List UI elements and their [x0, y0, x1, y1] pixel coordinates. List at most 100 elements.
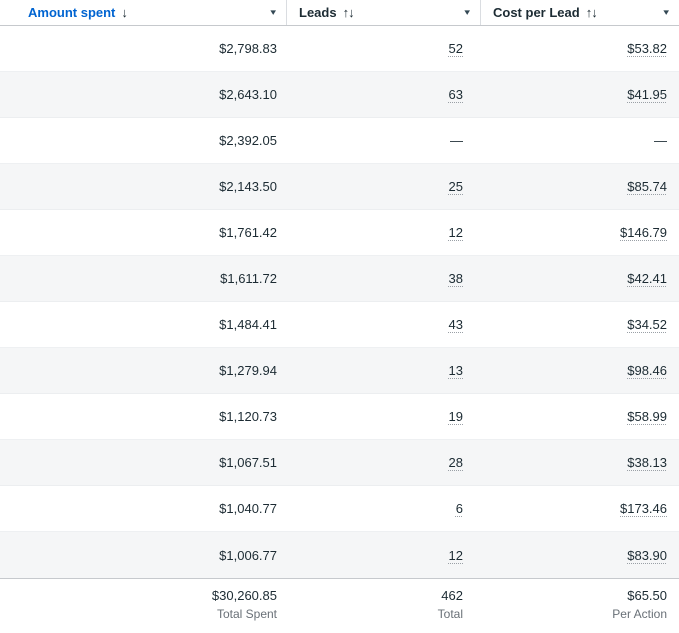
table-row: $2,143.50 25 $85.74	[0, 164, 679, 210]
total-leads-value: 462	[441, 588, 463, 603]
column-header-leads[interactable]: Leads ↑↓ ▾	[286, 0, 480, 25]
leads-value[interactable]: 25	[448, 179, 463, 194]
leads-value[interactable]: 12	[448, 547, 463, 563]
sort-descending-icon[interactable]: ↓	[121, 5, 127, 20]
amount-spent-value: $1,006.77	[219, 547, 277, 563]
leads-value[interactable]: 19	[448, 409, 463, 424]
amount-spent-cell: $1,120.73	[0, 409, 286, 424]
leads-cell: 38	[286, 271, 480, 286]
table-row: $1,611.72 38 $42.41	[0, 256, 679, 302]
amount-spent-value: $2,643.10	[219, 87, 277, 102]
cost-per-lead-value[interactable]: $34.52	[627, 317, 667, 332]
cost-per-lead-value[interactable]: $146.79	[620, 225, 667, 240]
leads-cell: 25	[286, 179, 480, 194]
total-leads-label: Total	[437, 607, 463, 621]
column-label-cost-per-lead: Cost per Lead	[493, 5, 580, 20]
amount-spent-value: $1,484.41	[219, 317, 277, 332]
amount-spent-value: $2,143.50	[219, 179, 277, 194]
leads-cell: 12	[286, 548, 480, 563]
table-row: $1,761.42 12 $146.79	[0, 210, 679, 256]
cost-per-lead-value[interactable]: $85.74	[627, 179, 667, 194]
leads-cell: 19	[286, 409, 480, 424]
cost-per-lead-cell: $34.52	[480, 317, 679, 332]
column-label-amount-spent: Amount spent	[28, 5, 116, 20]
cost-per-lead-value[interactable]: $41.95	[627, 87, 667, 102]
leads-value[interactable]: 28	[448, 455, 463, 470]
cost-per-lead-value: —	[654, 133, 667, 148]
table-row: $1,120.73 19 $58.99	[0, 394, 679, 440]
cost-per-lead-value[interactable]: $42.41	[627, 271, 667, 286]
table-row: $1,040.77 6 $173.46	[0, 486, 679, 532]
leads-cell: 12	[286, 225, 480, 240]
cost-per-lead-value[interactable]: $98.46	[627, 363, 667, 378]
cost-per-lead-cell: $38.13	[480, 455, 679, 470]
table-header-row: Amount spent ↓ ▾ Leads ↑↓ ▾ Cost per Lea…	[0, 0, 679, 26]
cost-per-lead-value[interactable]: $173.46	[620, 501, 667, 516]
leads-cell: 13	[286, 363, 480, 378]
leads-value[interactable]: 52	[448, 41, 463, 56]
total-leads-cell: 462 Total	[286, 588, 480, 633]
total-amount-spent-label: Total Spent	[216, 607, 277, 621]
cost-per-lead-cell: $58.99	[480, 409, 679, 424]
amount-spent-value: $1,611.72	[220, 271, 277, 286]
cost-per-lead-cell: $146.79	[480, 225, 679, 240]
amount-spent-cell: $1,006.77	[0, 548, 286, 563]
leads-cell: 63	[286, 87, 480, 102]
cost-per-lead-value[interactable]: $58.99	[627, 409, 667, 424]
table-row: $1,484.41 43 $34.52	[0, 302, 679, 348]
leads-value[interactable]: 38	[448, 271, 463, 286]
cost-per-lead-cell: $85.74	[480, 179, 679, 194]
amount-spent-value: $1,067.51	[219, 455, 277, 470]
cost-per-lead-value[interactable]: $83.90	[627, 547, 667, 563]
amount-spent-cell: $1,067.51	[0, 455, 286, 470]
chevron-down-icon[interactable]: ▾	[464, 7, 471, 17]
cost-per-lead-cell: —	[480, 133, 679, 148]
chevron-down-icon[interactable]: ▾	[270, 7, 277, 17]
table-row: $2,798.83 52 $53.82	[0, 26, 679, 72]
column-header-amount-spent[interactable]: Amount spent ↓ ▾	[0, 0, 286, 25]
amount-spent-value: $1,761.42	[219, 225, 277, 240]
leads-cell: 52	[286, 41, 480, 56]
cost-per-lead-cell: $41.95	[480, 87, 679, 102]
table-row: $2,392.05 — —	[0, 118, 679, 164]
chevron-down-icon[interactable]: ▾	[663, 7, 670, 17]
total-cost-per-lead-label: Per Action	[612, 607, 667, 621]
sort-up-down-icon[interactable]: ↑↓	[585, 5, 598, 20]
amount-spent-cell: $1,040.77	[0, 501, 286, 516]
sort-up-down-icon[interactable]: ↑↓	[342, 5, 355, 20]
cost-per-lead-value[interactable]: $53.82	[627, 41, 667, 56]
amount-spent-cell: $2,392.05	[0, 133, 286, 148]
amount-spent-value: $1,120.73	[219, 409, 277, 424]
amount-spent-cell: $1,611.72	[0, 271, 286, 286]
total-amount-spent-cell: $30,260.85 Total Spent	[0, 588, 286, 633]
leads-cell: 43	[286, 317, 480, 332]
leads-cell: 28	[286, 455, 480, 470]
cost-per-lead-cell: $98.46	[480, 363, 679, 378]
table-row: $2,643.10 63 $41.95	[0, 72, 679, 118]
amount-spent-cell: $1,484.41	[0, 317, 286, 332]
leads-value: —	[450, 133, 463, 148]
leads-value[interactable]: 12	[448, 225, 463, 240]
total-cost-per-lead-value: $65.50	[627, 588, 667, 603]
leads-value[interactable]: 6	[455, 501, 463, 516]
amount-spent-value: $2,798.83	[219, 41, 277, 56]
table-row: $1,067.51 28 $38.13	[0, 440, 679, 486]
amount-spent-value: $1,040.77	[219, 501, 277, 516]
total-amount-spent-value: $30,260.85	[211, 588, 277, 603]
column-header-cost-per-lead[interactable]: Cost per Lead ↑↓ ▾	[480, 0, 679, 25]
table-body: $2,798.83 52 $53.82 $2,643.10 63 $41.95 $2,392…	[0, 26, 679, 578]
leads-value[interactable]: 13	[448, 363, 463, 378]
leads-value[interactable]: 43	[448, 317, 463, 332]
amount-spent-cell: $2,798.83	[0, 41, 286, 56]
total-cost-per-lead-cell: $65.50 Per Action	[480, 588, 679, 633]
cost-per-lead-value[interactable]: $38.13	[627, 455, 667, 470]
table-row: $1,006.77 12 $83.90	[0, 532, 679, 578]
leads-value[interactable]: 63	[448, 87, 463, 102]
cost-per-lead-cell: $83.90	[480, 548, 679, 563]
leads-cell: 6	[286, 501, 480, 516]
table-totals-row: $30,260.85 Total Spent 462 Total $65.50 …	[0, 578, 679, 633]
column-label-leads: Leads	[299, 5, 337, 20]
table-row: $1,279.94 13 $98.46	[0, 348, 679, 394]
leads-cell: —	[286, 133, 480, 148]
